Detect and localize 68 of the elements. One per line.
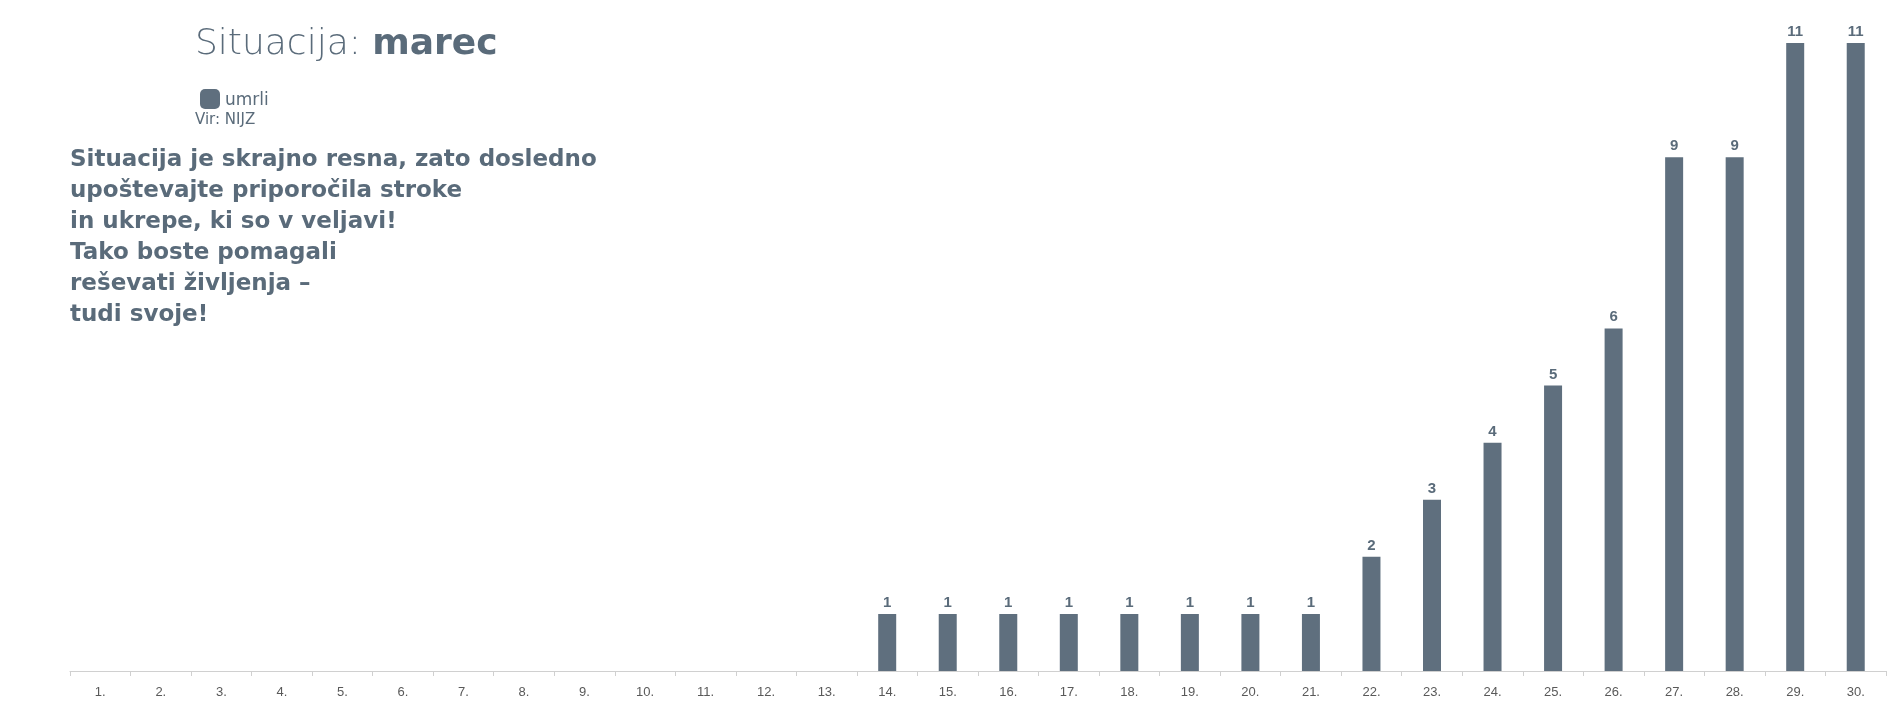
data-label: 1 (1064, 592, 1073, 610)
bar (1423, 499, 1441, 671)
x-tick-label: 1. (94, 684, 106, 699)
data-label: 1 (1004, 592, 1013, 610)
x-tick-label: 20. (1241, 684, 1260, 699)
bar (1544, 385, 1563, 671)
annotation: Situacija je skrajno resna, zato dosledno upoštevajte priporočila stroke in ukrepe, ki so v veljavi! Tako boste pomagali reševati življenja – tudi svoje! (70, 144, 597, 326)
x-tick-label: 10. (636, 684, 655, 699)
x-tick-label: 18. (1120, 684, 1139, 699)
bar (1846, 43, 1865, 671)
bar (1483, 442, 1502, 671)
data-label: 1 (1246, 592, 1255, 610)
data-label: 1 (883, 592, 892, 610)
data-label: 6 (1609, 307, 1618, 325)
chart-title: Situacija: marec (195, 20, 498, 62)
x-tick-label: 7. (458, 684, 469, 699)
x-tick-label: 17. (1059, 684, 1078, 699)
x-tick-label: 26. (1604, 684, 1623, 699)
x-tick-label: 2. (155, 684, 167, 699)
data-label: 1 (1185, 592, 1195, 610)
data-label: 11 (1847, 22, 1864, 39)
x-tick-label: 30. (1846, 684, 1865, 699)
bar (1362, 556, 1381, 671)
annotation: Vir: NIJZ (195, 109, 256, 128)
data-label: 11 (1787, 22, 1804, 39)
data-label: 2 (1367, 535, 1376, 553)
x-tick-label: 8. (518, 684, 530, 699)
x-tick-label: 11. (697, 684, 715, 699)
bar (1725, 157, 1744, 671)
data-label: 3 (1427, 478, 1437, 496)
x-tick-label: 21. (1301, 684, 1320, 699)
bar (1241, 613, 1260, 671)
x-tick-label: 16. (999, 684, 1018, 699)
x-tick-label: 5. (336, 684, 348, 699)
bar (1301, 613, 1320, 671)
x-tick-label: 9. (579, 684, 590, 699)
bar (1604, 328, 1623, 671)
data-label: 1 (943, 592, 952, 610)
bar (1059, 613, 1078, 671)
bar (1120, 613, 1139, 671)
data-label: 4 (1488, 421, 1498, 439)
x-tick-label: 28. (1725, 684, 1744, 699)
x-tick-label: 27. (1665, 684, 1684, 699)
data-label: 5 (1548, 364, 1558, 382)
data-label: 1 (1306, 592, 1316, 610)
bar (1180, 613, 1199, 671)
legend-label: umrli (225, 89, 269, 109)
bar (999, 613, 1018, 671)
x-tick-label: 3. (215, 684, 227, 699)
bar (878, 613, 897, 671)
x-tick-label: 12. (757, 684, 776, 699)
x-tick-label: 24. (1483, 684, 1502, 699)
x-tick-label: 14. (878, 684, 897, 699)
x-tick-label: 25. (1544, 684, 1563, 699)
bar (1786, 43, 1805, 671)
data-label: 9 (1730, 136, 1739, 154)
x-tick-label: 23. (1422, 684, 1442, 699)
x-tick-label: 15. (938, 684, 957, 699)
data-label: 9 (1669, 136, 1679, 154)
bar (938, 613, 957, 671)
x-tick-label: 4. (276, 684, 288, 699)
x-tick-label: 22. (1362, 684, 1381, 699)
x-tick-label: 13. (817, 684, 836, 699)
x-tick-label: 19. (1180, 684, 1199, 699)
x-tick-label: 6. (397, 684, 409, 699)
data-label: 1 (1125, 592, 1134, 610)
bar (1665, 157, 1684, 671)
x-tick-label: 29. (1786, 684, 1805, 699)
